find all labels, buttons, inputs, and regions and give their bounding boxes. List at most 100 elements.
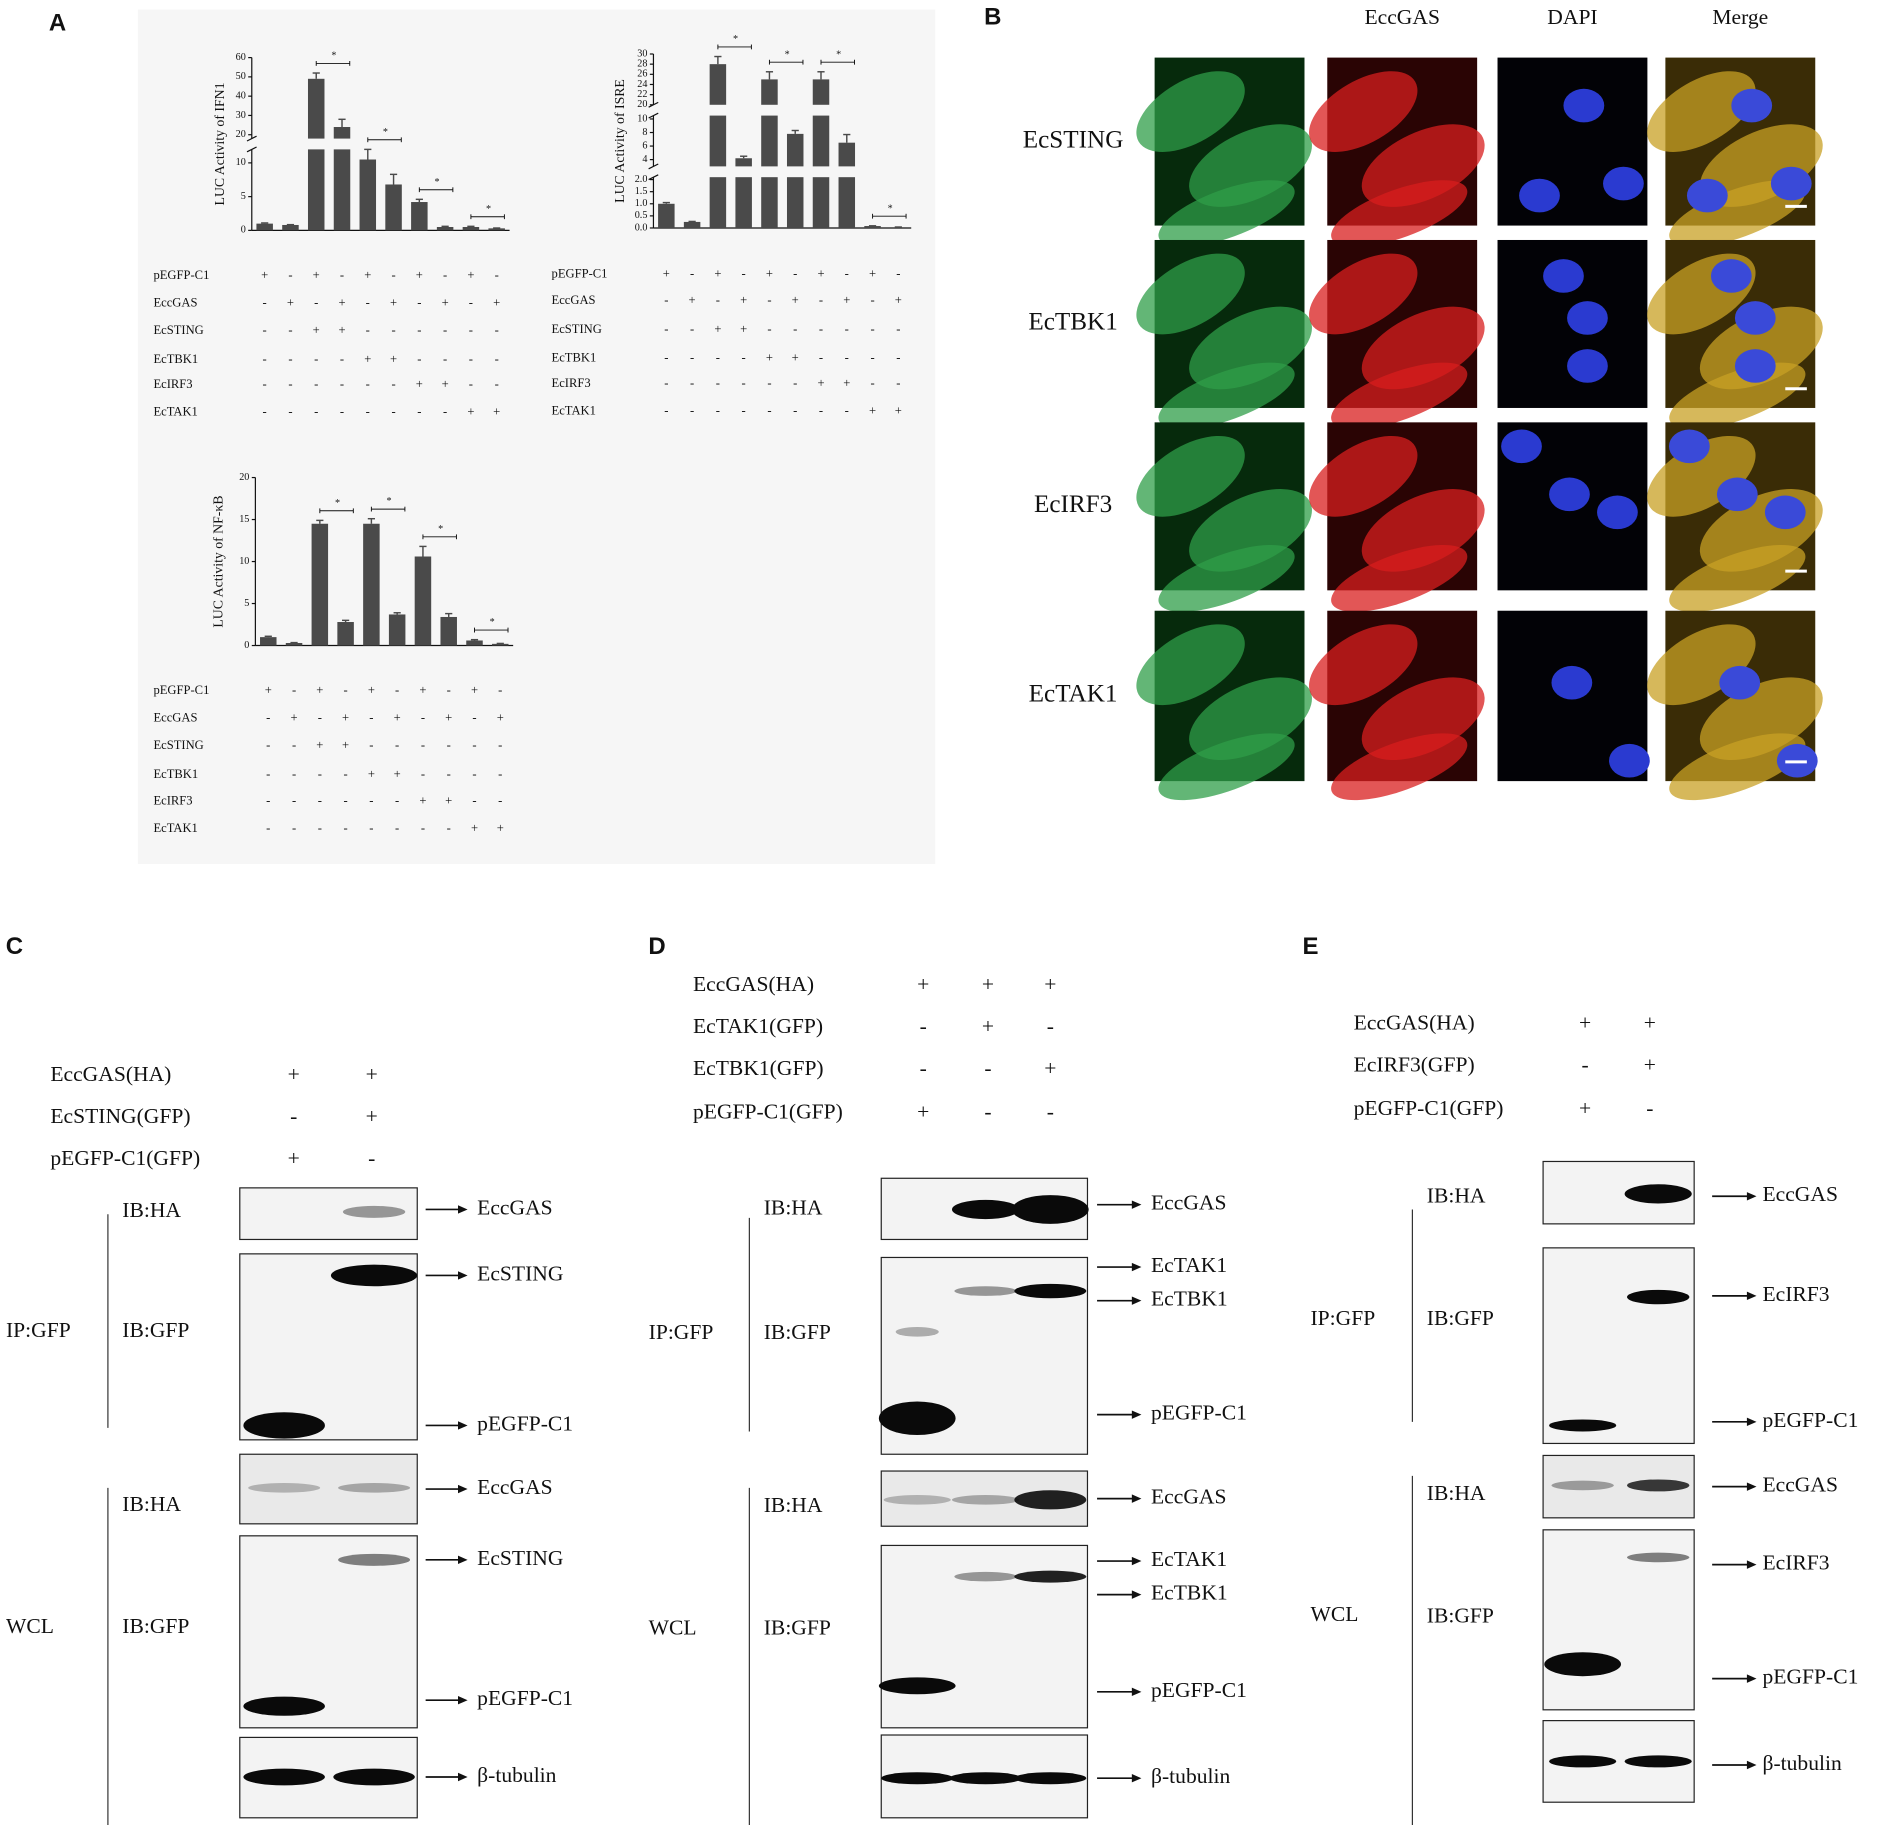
arrow-head	[1746, 1482, 1757, 1491]
treatment-label: EccGAS	[153, 711, 197, 725]
nucleus	[1543, 259, 1584, 293]
treatment-sign: -	[469, 323, 473, 337]
condition-sign: +	[366, 1062, 378, 1086]
band	[243, 1696, 325, 1716]
condition-sign: -	[1581, 1053, 1588, 1077]
nucleus	[1686, 178, 1728, 213]
treatment-sign: +	[843, 376, 850, 390]
condition-sign: +	[982, 972, 994, 996]
cell	[1669, 362, 1806, 430]
treatment-sign: -	[318, 767, 322, 781]
band-label: EccGAS	[1763, 1182, 1838, 1206]
axis-break	[648, 174, 659, 181]
treatment-sign: -	[263, 352, 267, 366]
band-label: EccGAS	[477, 1195, 552, 1219]
bar	[436, 227, 454, 231]
blot	[239, 1187, 418, 1241]
treatment-sign: -	[263, 295, 267, 309]
bar	[786, 177, 804, 228]
band	[248, 1483, 321, 1493]
cell	[1309, 71, 1418, 152]
y-axis-label: LUC Activity of ISRE	[612, 79, 627, 203]
arrow-head	[1131, 1200, 1142, 1209]
treatment-sign: +	[663, 267, 670, 281]
y-tick-label: 20	[637, 99, 647, 110]
condition-sign: +	[288, 1146, 300, 1170]
significance-star: *	[733, 34, 738, 45]
arrow-head	[458, 1484, 468, 1494]
treatment-label: pEGFP-C1	[552, 267, 608, 281]
treatment-sign: -	[896, 267, 900, 281]
treatment-sign: -	[292, 683, 296, 697]
y-tick-label: 5	[244, 598, 249, 609]
condition-label: EccGAS(HA)	[50, 1062, 171, 1086]
band	[338, 1553, 411, 1566]
treatment-sign: -	[495, 268, 499, 282]
arrow-head	[1131, 1296, 1142, 1305]
treatment-sign: -	[266, 711, 270, 725]
arrow-head	[1746, 1560, 1757, 1569]
nucleus	[1734, 349, 1776, 383]
y-axis-label: LUC Activity of NF-κB	[211, 495, 226, 627]
significance-star: *	[836, 49, 841, 60]
treatment-sign: -	[664, 322, 668, 336]
y-tick-label: 60	[236, 52, 246, 63]
arrow-head	[1131, 1556, 1142, 1566]
treatment-sign: +	[291, 711, 298, 725]
y-tick-label: 0.0	[635, 222, 648, 233]
antibody-label: IB:GFP	[122, 1614, 189, 1638]
treatment-sign: -	[340, 405, 344, 419]
significance-star: *	[335, 498, 340, 509]
treatment-sign: -	[690, 376, 694, 390]
treatment-sign: -	[263, 377, 267, 391]
treatment-label: EcIRF3	[552, 376, 591, 390]
arrow-head	[458, 1696, 468, 1705]
treatment-sign: +	[817, 376, 824, 390]
y-tick-label: 40	[236, 91, 246, 102]
bar	[735, 158, 752, 167]
treatment-sign: -	[664, 403, 668, 417]
nucleus	[1551, 665, 1593, 700]
treatment-sign: -	[690, 351, 694, 365]
treatment-sign: -	[870, 293, 874, 307]
cell	[1669, 544, 1806, 612]
antibody-label: IB:HA	[1427, 1481, 1486, 1505]
treatment-sign: -	[395, 793, 399, 807]
treatment-sign: +	[792, 351, 799, 365]
treatment-sign: +	[740, 322, 747, 336]
panel-label: C	[6, 933, 23, 960]
treatment-sign: -	[742, 403, 746, 417]
treatment-sign: +	[467, 405, 474, 419]
panel-label: D	[648, 933, 665, 960]
arrow-head	[458, 1271, 468, 1280]
arrow-head	[1131, 1262, 1142, 1272]
condition-sign: -	[290, 1104, 297, 1128]
band-label: EccGAS	[1763, 1473, 1838, 1497]
treatment-sign: -	[664, 293, 668, 307]
band	[949, 1772, 1022, 1785]
treatment-sign: +	[471, 821, 478, 835]
band-label: EcSTING	[477, 1261, 563, 1285]
band	[1014, 1772, 1087, 1785]
treatment-sign: -	[870, 376, 874, 390]
treatment-sign: +	[766, 351, 773, 365]
antibody-label: IB:HA	[1427, 1183, 1486, 1207]
treatment-sign: -	[469, 295, 473, 309]
y-tick-label: 0	[244, 640, 249, 651]
treatment-label: pEGFP-C1	[153, 683, 209, 697]
panel-label: B	[984, 3, 1001, 30]
antibody-label: IB:GFP	[122, 1318, 189, 1342]
band-label: pEGFP-C1	[1151, 1401, 1247, 1425]
group-label: WCL	[649, 1615, 697, 1639]
bar	[838, 177, 856, 228]
band	[330, 1264, 418, 1287]
treatment-sign: +	[442, 377, 449, 391]
condition-label: pEGFP-C1(GFP)	[1354, 1096, 1504, 1120]
treatment-sign: +	[895, 403, 902, 417]
treatment-sign: -	[443, 268, 447, 282]
band-label: pEGFP-C1	[477, 1411, 573, 1435]
treatment-sign: +	[493, 295, 500, 309]
treatment-sign: -	[793, 403, 797, 417]
cell	[1647, 624, 1756, 706]
treatment-sign: +	[313, 323, 320, 337]
